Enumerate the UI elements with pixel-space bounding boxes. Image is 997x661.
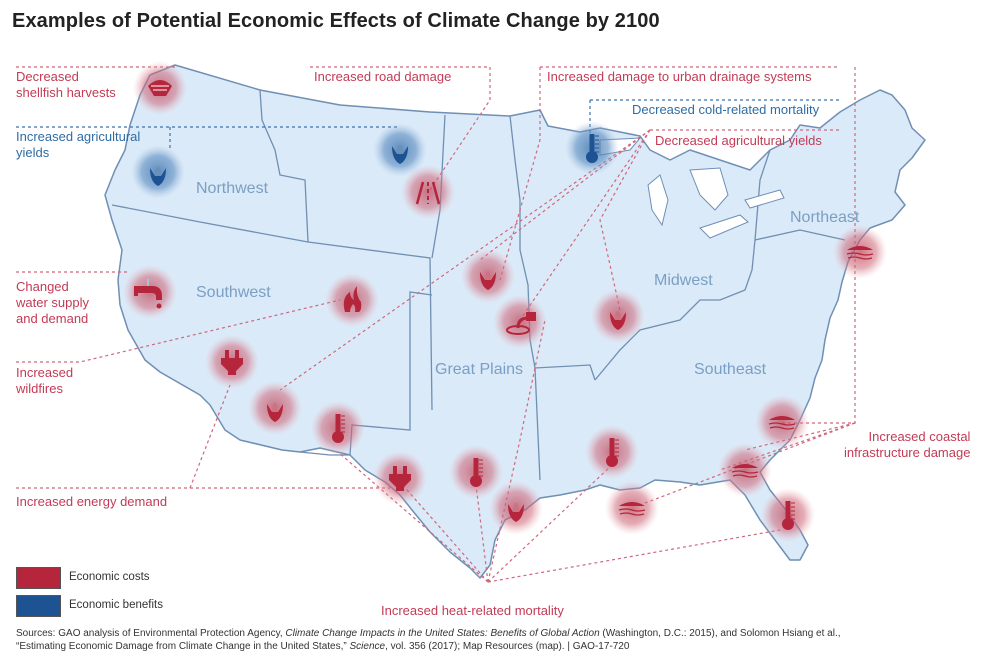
coastal-icon	[605, 481, 659, 535]
thermometer-icon	[311, 401, 365, 455]
label-ag-yields-increase-line2: yields	[16, 145, 50, 160]
page-title: Examples of Potential Economic Effects o…	[12, 10, 660, 32]
label-shellfish-line2: shellfish harvests	[16, 85, 116, 100]
label-urban-drainage: Increased damage to urban drainage syste…	[547, 69, 812, 84]
plug-icon	[205, 335, 259, 389]
corn-icon	[461, 249, 515, 303]
source-part1: Sources: GAO analysis of Environmental P…	[16, 628, 286, 639]
label-energy-demand: Increased energy demand	[16, 494, 168, 509]
label-ag-yields-decrease: Decreased agricultural yields	[655, 133, 822, 148]
label-heat-mortality: Increased heat-related mortality	[381, 603, 564, 618]
label-ag-yields-increase: Increased agricultural yields	[16, 129, 140, 161]
label-coastal-damage: Increased coastal infrastructure damage	[844, 429, 970, 461]
legend-label-benefit: Economic benefits	[69, 599, 163, 611]
label-water-line3: and demand	[16, 311, 89, 326]
source-part4: , vol. 356 (2017); Map Resources (map). …	[385, 641, 630, 652]
corn-icon	[131, 145, 185, 199]
thermometer-icon	[585, 425, 639, 479]
faucet-icon	[123, 265, 177, 319]
label-coastal-line1: Increased coastal	[868, 429, 971, 444]
thermometer-icon	[565, 121, 619, 175]
icon-glow	[605, 481, 659, 535]
corn-icon	[373, 123, 427, 177]
legend-swatch-benefit	[16, 595, 61, 617]
shellfish-icon	[133, 61, 187, 115]
coastal-icon	[755, 395, 809, 449]
source-italic2: Science	[349, 641, 386, 652]
label-wildfires-line2: wildfires	[16, 381, 63, 396]
icon-glow	[833, 225, 887, 279]
corn-icon	[248, 381, 302, 435]
thermometer-icon	[761, 488, 815, 542]
region-label-southeast: Southeast	[694, 361, 767, 378]
label-road-damage: Increased road damage	[314, 69, 452, 84]
source-note: Sources: GAO analysis of Environmental P…	[16, 627, 986, 653]
region-label-northwest: Northwest	[196, 180, 269, 197]
road-icon	[401, 165, 455, 219]
thermometer-icon	[449, 445, 503, 499]
label-water-line1: Changed	[16, 279, 69, 294]
drainage-icon	[493, 295, 547, 349]
legend-label-cost: Economic costs	[69, 571, 150, 583]
label-wildfires: Increased wildfires	[16, 365, 73, 397]
label-cold-mortality: Decreased cold-related mortality	[632, 102, 820, 117]
label-wildfires-line1: Increased	[16, 365, 74, 380]
label-shellfish: Decreased shellfish harvests	[16, 69, 116, 101]
label-water-line2: water supply	[16, 295, 89, 310]
corn-icon	[489, 481, 543, 535]
region-label-great-plains: Great Plains	[435, 361, 524, 378]
coastal-icon	[718, 443, 772, 497]
leader-lines	[16, 66, 856, 583]
region-borders	[111, 89, 846, 481]
label-shellfish-line1: Decreased	[16, 69, 79, 84]
source-italic1: Climate Change Impacts in the United Sta…	[285, 628, 600, 639]
label-ag-yields-increase-line1: Increased agricultural	[16, 129, 141, 144]
coastal-icon	[833, 225, 887, 279]
region-label-southwest: Southwest	[196, 284, 271, 301]
icon-glow	[718, 443, 772, 497]
icon-glow	[755, 395, 809, 449]
legend-swatch-cost	[16, 567, 61, 589]
corn-icon	[591, 289, 645, 343]
region-label-northeast: Northeast	[790, 209, 860, 226]
plug-icon	[373, 451, 427, 505]
source-part3: “Estimating Economic Damage from Climate…	[16, 641, 350, 652]
label-water-supply: Changed water supply and demand	[16, 279, 89, 327]
fire-icon	[325, 273, 379, 327]
source-part2: (Washington, D.C.: 2015), and Solomon Hs…	[599, 628, 841, 639]
region-label-midwest: Midwest	[654, 272, 713, 289]
label-coastal-line2: infrastructure damage	[844, 445, 971, 460]
